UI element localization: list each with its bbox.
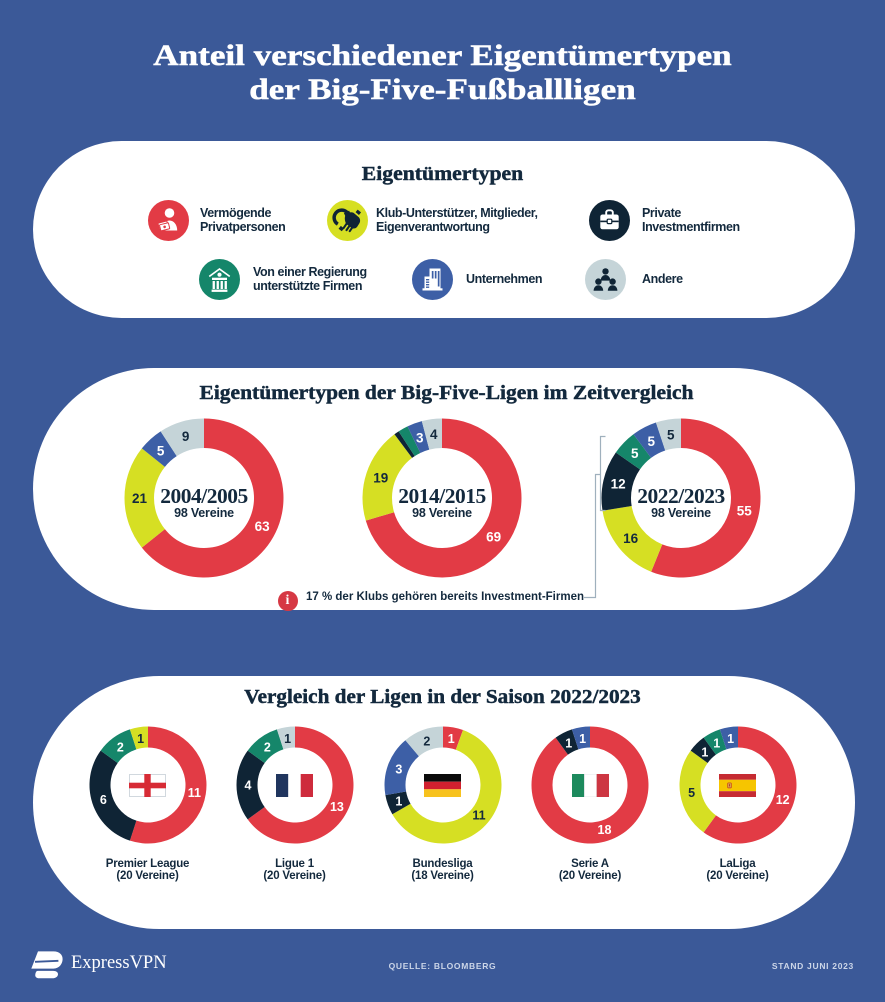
svg-text:1: 1 <box>447 732 454 746</box>
svg-text:11: 11 <box>187 786 200 800</box>
svg-text:5: 5 <box>688 786 695 800</box>
svg-text:5: 5 <box>157 443 165 458</box>
svg-text:4: 4 <box>430 427 438 442</box>
svg-text:63: 63 <box>255 519 271 534</box>
svg-text:4: 4 <box>244 779 251 793</box>
svg-text:1: 1 <box>579 732 586 746</box>
svg-text:5: 5 <box>631 446 639 461</box>
svg-text:1: 1 <box>395 795 402 809</box>
svg-text:13: 13 <box>329 800 343 814</box>
svg-text:2: 2 <box>423 734 430 748</box>
svg-text:1: 1 <box>701 745 708 759</box>
svg-text:1: 1 <box>565 737 572 751</box>
svg-text:69: 69 <box>486 530 501 545</box>
svg-text:19: 19 <box>373 471 388 486</box>
svg-text:5: 5 <box>667 427 675 442</box>
svg-text:3: 3 <box>395 762 402 776</box>
svg-text:12: 12 <box>775 793 789 807</box>
svg-text:2: 2 <box>116 741 123 755</box>
svg-text:21: 21 <box>132 491 148 506</box>
svg-text:3: 3 <box>416 431 424 446</box>
svg-text:1: 1 <box>284 732 291 746</box>
svg-text:6: 6 <box>99 793 106 807</box>
svg-text:1: 1 <box>727 732 734 746</box>
svg-text:1: 1 <box>713 737 720 751</box>
svg-text:5: 5 <box>647 434 655 449</box>
svg-text:2: 2 <box>263 741 270 755</box>
svg-text:55: 55 <box>737 503 753 518</box>
svg-text:11: 11 <box>472 809 485 823</box>
svg-text:9: 9 <box>182 429 190 444</box>
svg-text:16: 16 <box>623 531 639 546</box>
svg-text:1: 1 <box>137 732 144 746</box>
svg-text:12: 12 <box>611 477 626 492</box>
svg-text:18: 18 <box>598 823 612 837</box>
